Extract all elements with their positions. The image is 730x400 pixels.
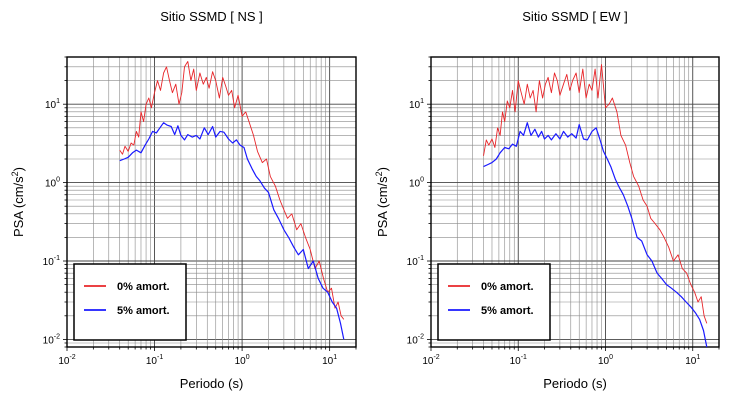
y-axis-label: PSA (cm/s2) [10,167,26,237]
x-tick-label: 10-2 [422,354,439,367]
chart-title: Sitio SSMD [ EW ] [522,9,627,24]
y-tick-label: 10-2 [407,333,424,346]
legend-label: 0% amort. [481,281,534,293]
legend: 0% amort. 5% amort. [437,263,551,341]
y-tick-label: 101 [45,98,60,111]
plot-frame [430,56,720,348]
legend-label: 5% amort. [481,305,534,317]
y-tick-label: 100 [409,177,424,190]
y-tick-label: 10-1 [407,255,424,268]
legend-box [73,263,187,341]
legend-label: 5% amort. [117,305,170,317]
series-line-blue [483,122,708,348]
x-tick-label: 101 [322,354,337,367]
y-axis-label: PSA (cm/s2) [374,167,390,237]
series-line-red [119,61,345,320]
chart-panel-2: Sitio SSMD [ EW ] 10-2 10-1 100 101 10-2 10-1 1… [374,9,720,391]
series-line-blue [119,122,345,340]
plot-frame [66,56,357,348]
x-tick-label: 100 [235,354,250,367]
legend-box [437,263,551,341]
y-tick-label: 10-1 [43,255,60,268]
y-tick-label: 10-2 [43,333,60,346]
legend-label: 0% amort. [117,281,170,293]
y-tick-label: 100 [45,177,60,190]
x-axis-label: Periodo (s) [180,376,244,391]
x-tick-label: 100 [598,354,613,367]
x-axis-label: Periodo (s) [543,376,607,391]
y-tick-label: 101 [409,98,424,111]
series-line-red [483,64,708,324]
legend: 0% amort. 5% amort. [73,263,187,341]
x-tick-label: 10-2 [58,354,75,367]
chart-title: Sitio SSMD [ NS ] [160,9,263,24]
x-tick-label: 101 [685,354,700,367]
x-tick-label: 10-1 [146,354,163,367]
chart-panel-1: Sitio SSMD [ NS ] 10-2 10-1 100 101 10-2 10-1 1… [10,9,357,391]
x-tick-label: 10-1 [510,354,527,367]
